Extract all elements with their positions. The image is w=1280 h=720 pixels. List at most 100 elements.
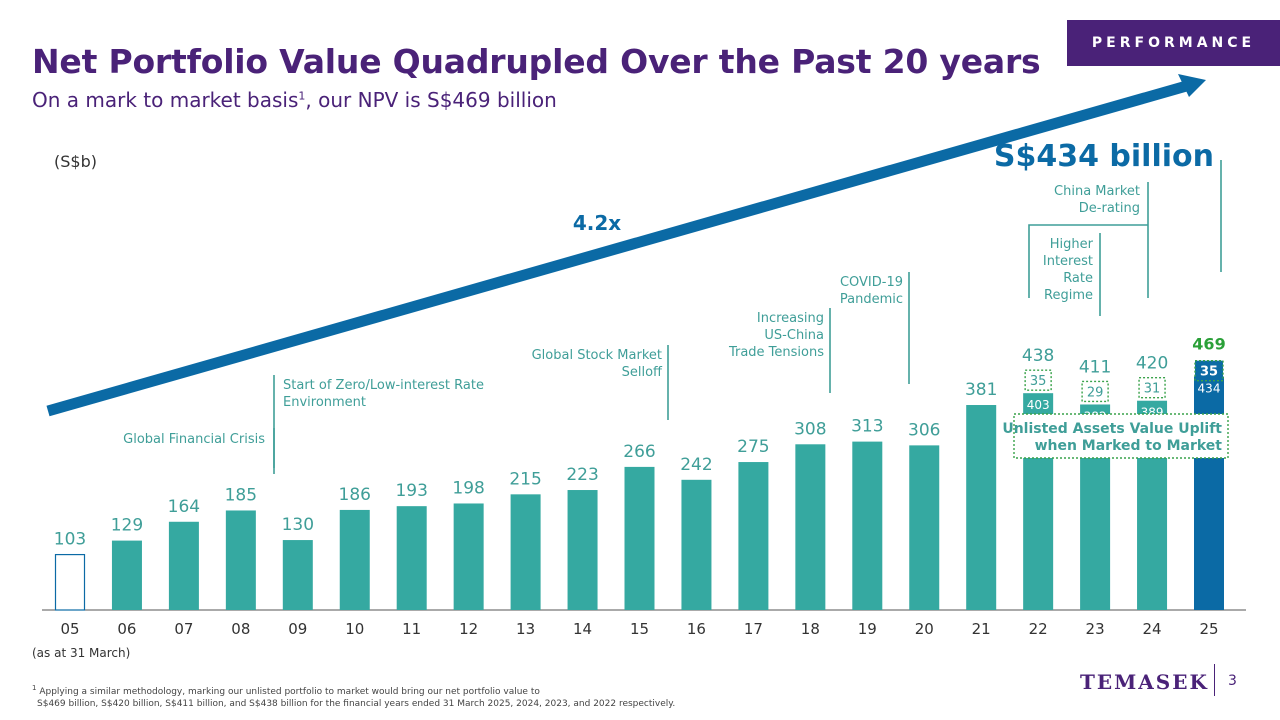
as-at-label: (as at 31 March): [32, 646, 131, 660]
bar-12: [453, 503, 484, 610]
value-label-11: 193: [395, 481, 427, 501]
value-label-07: 164: [168, 497, 200, 517]
value-label-19: 313: [851, 417, 883, 437]
uplift-value-22: 35: [1030, 374, 1047, 389]
annotation-text-18-2: US-China: [764, 328, 824, 343]
value-label-06: 129: [111, 516, 143, 536]
base-value-25: 434: [1198, 382, 1221, 396]
annotation-text-18-3: Trade Tensions: [728, 345, 824, 360]
bar-07: [168, 521, 199, 610]
value-label-16: 242: [680, 455, 712, 475]
subtitle-main: On a mark to market basis: [32, 88, 299, 112]
annotation-text-24-1: China Market: [1054, 184, 1140, 199]
annotation-text-23-1: Higher: [1050, 237, 1094, 252]
annotation-text-23-4: Regime: [1044, 288, 1093, 303]
page-number: 3: [1228, 673, 1237, 689]
bar-06: [111, 540, 142, 610]
bar-15: [624, 466, 655, 610]
bar-09: [282, 540, 313, 610]
bar-17: [738, 462, 769, 610]
x-tick-label-15: 15: [630, 620, 649, 638]
bar-16: [681, 479, 712, 610]
bar-19: [852, 441, 883, 610]
bar-20: [909, 445, 940, 610]
uplift-value-25: 35: [1200, 365, 1218, 380]
value-label-13: 215: [509, 469, 541, 489]
unit-label: (S$b): [54, 152, 97, 171]
annotation-text-20-1: COVID-19: [840, 275, 903, 290]
bar-05: [54, 553, 86, 611]
value-label-20: 306: [908, 420, 940, 440]
annotation-text-09-1: Start of Zero/Low-interest Rate: [283, 378, 484, 393]
x-tick-label-06: 06: [117, 620, 136, 638]
value-label-17: 275: [737, 437, 769, 457]
annotation-text-15-2: Selloff: [622, 365, 663, 380]
value-label-15: 266: [623, 442, 655, 462]
x-tick-label-12: 12: [459, 620, 478, 638]
annotation-text-23-2: Interest: [1043, 254, 1093, 269]
uplift-legend-line-2: when Marked to Market: [1035, 438, 1223, 454]
growth-multiple-label: 4.2x: [573, 211, 621, 235]
growth-arrow-head: [1178, 74, 1206, 97]
annotation-text-15-1: Global Stock Market: [532, 348, 662, 363]
highlight-label: S$434 billion: [994, 139, 1214, 174]
bar-18: [795, 444, 826, 610]
page-title: Net Portfolio Value Quadrupled Over the …: [32, 42, 1041, 81]
bar-11: [396, 506, 427, 610]
total-value-23: 411: [1079, 357, 1111, 377]
annotation-text-09-2: Environment: [283, 395, 366, 410]
section-badge: PERFORMANCE: [1067, 20, 1280, 66]
x-tick-label-09: 09: [288, 620, 307, 638]
x-tick-label-22: 22: [1029, 620, 1048, 638]
bar-13: [510, 494, 541, 610]
uplift-legend-box: [1013, 413, 1229, 459]
annotation-text-24-2: De-rating: [1079, 201, 1140, 216]
bar-14: [567, 490, 598, 610]
annotation-text-20-2: Pandemic: [840, 292, 903, 307]
x-tick-label-05: 05: [60, 620, 79, 638]
uplift-value-23: 29: [1087, 385, 1104, 400]
x-tick-label-23: 23: [1086, 620, 1105, 638]
x-tick-label-11: 11: [402, 620, 421, 638]
uplift-box-22: [1024, 369, 1052, 391]
x-tick-label-20: 20: [915, 620, 934, 638]
value-label-18: 308: [794, 419, 826, 439]
x-tick-label-07: 07: [174, 620, 193, 638]
x-tick-label-08: 08: [231, 620, 250, 638]
logo-divider: [1214, 664, 1215, 696]
uplift-legend-line-1: Unlisted Assets Value Uplift: [1002, 421, 1222, 437]
uplift-box-25: [1194, 359, 1224, 382]
subtitle-footnote-marker: 1: [298, 89, 306, 103]
x-tick-label-13: 13: [516, 620, 535, 638]
footnote: 1 Applying a similar methodology, markin…: [32, 682, 792, 710]
value-label-05: 103: [54, 530, 86, 550]
base-value-22: 403: [1027, 398, 1050, 412]
annotation-text-23-3: Rate: [1063, 271, 1093, 286]
x-tick-label-24: 24: [1143, 620, 1162, 638]
x-tick-label-10: 10: [345, 620, 364, 638]
uplift-value-24: 31: [1144, 382, 1161, 397]
value-label-08: 185: [225, 485, 257, 505]
x-tick-label-14: 14: [573, 620, 592, 638]
x-tick-label-25: 25: [1199, 620, 1218, 638]
value-label-10: 186: [339, 485, 371, 505]
value-label-12: 198: [452, 478, 484, 498]
annotation-text-08-1: Global Financial Crisis: [123, 432, 265, 447]
footnote-line-1: Applying a similar methodology, marking …: [39, 687, 540, 697]
footnote-line-2: S$469 billion, S$420 billion, S$411 bill…: [37, 699, 676, 709]
bar-25: [1194, 376, 1224, 610]
x-tick-label-21: 21: [972, 620, 991, 638]
x-tick-label-18: 18: [801, 620, 820, 638]
total-value-25: 469: [1192, 335, 1225, 354]
total-value-22: 438: [1022, 346, 1054, 366]
uplift-box-23: [1081, 380, 1109, 403]
page-subtitle: On a mark to market basis1, our NPV is S…: [32, 88, 557, 112]
annotation-text-18-1: Increasing: [757, 311, 824, 326]
uplift-box-24: [1138, 377, 1166, 399]
value-label-21: 381: [965, 380, 997, 400]
x-tick-label-19: 19: [858, 620, 877, 638]
temasek-logo: TEMASEK: [1080, 670, 1209, 694]
subtitle-rest: , our NPV is S$469 billion: [305, 88, 557, 112]
bar-08: [225, 510, 256, 610]
